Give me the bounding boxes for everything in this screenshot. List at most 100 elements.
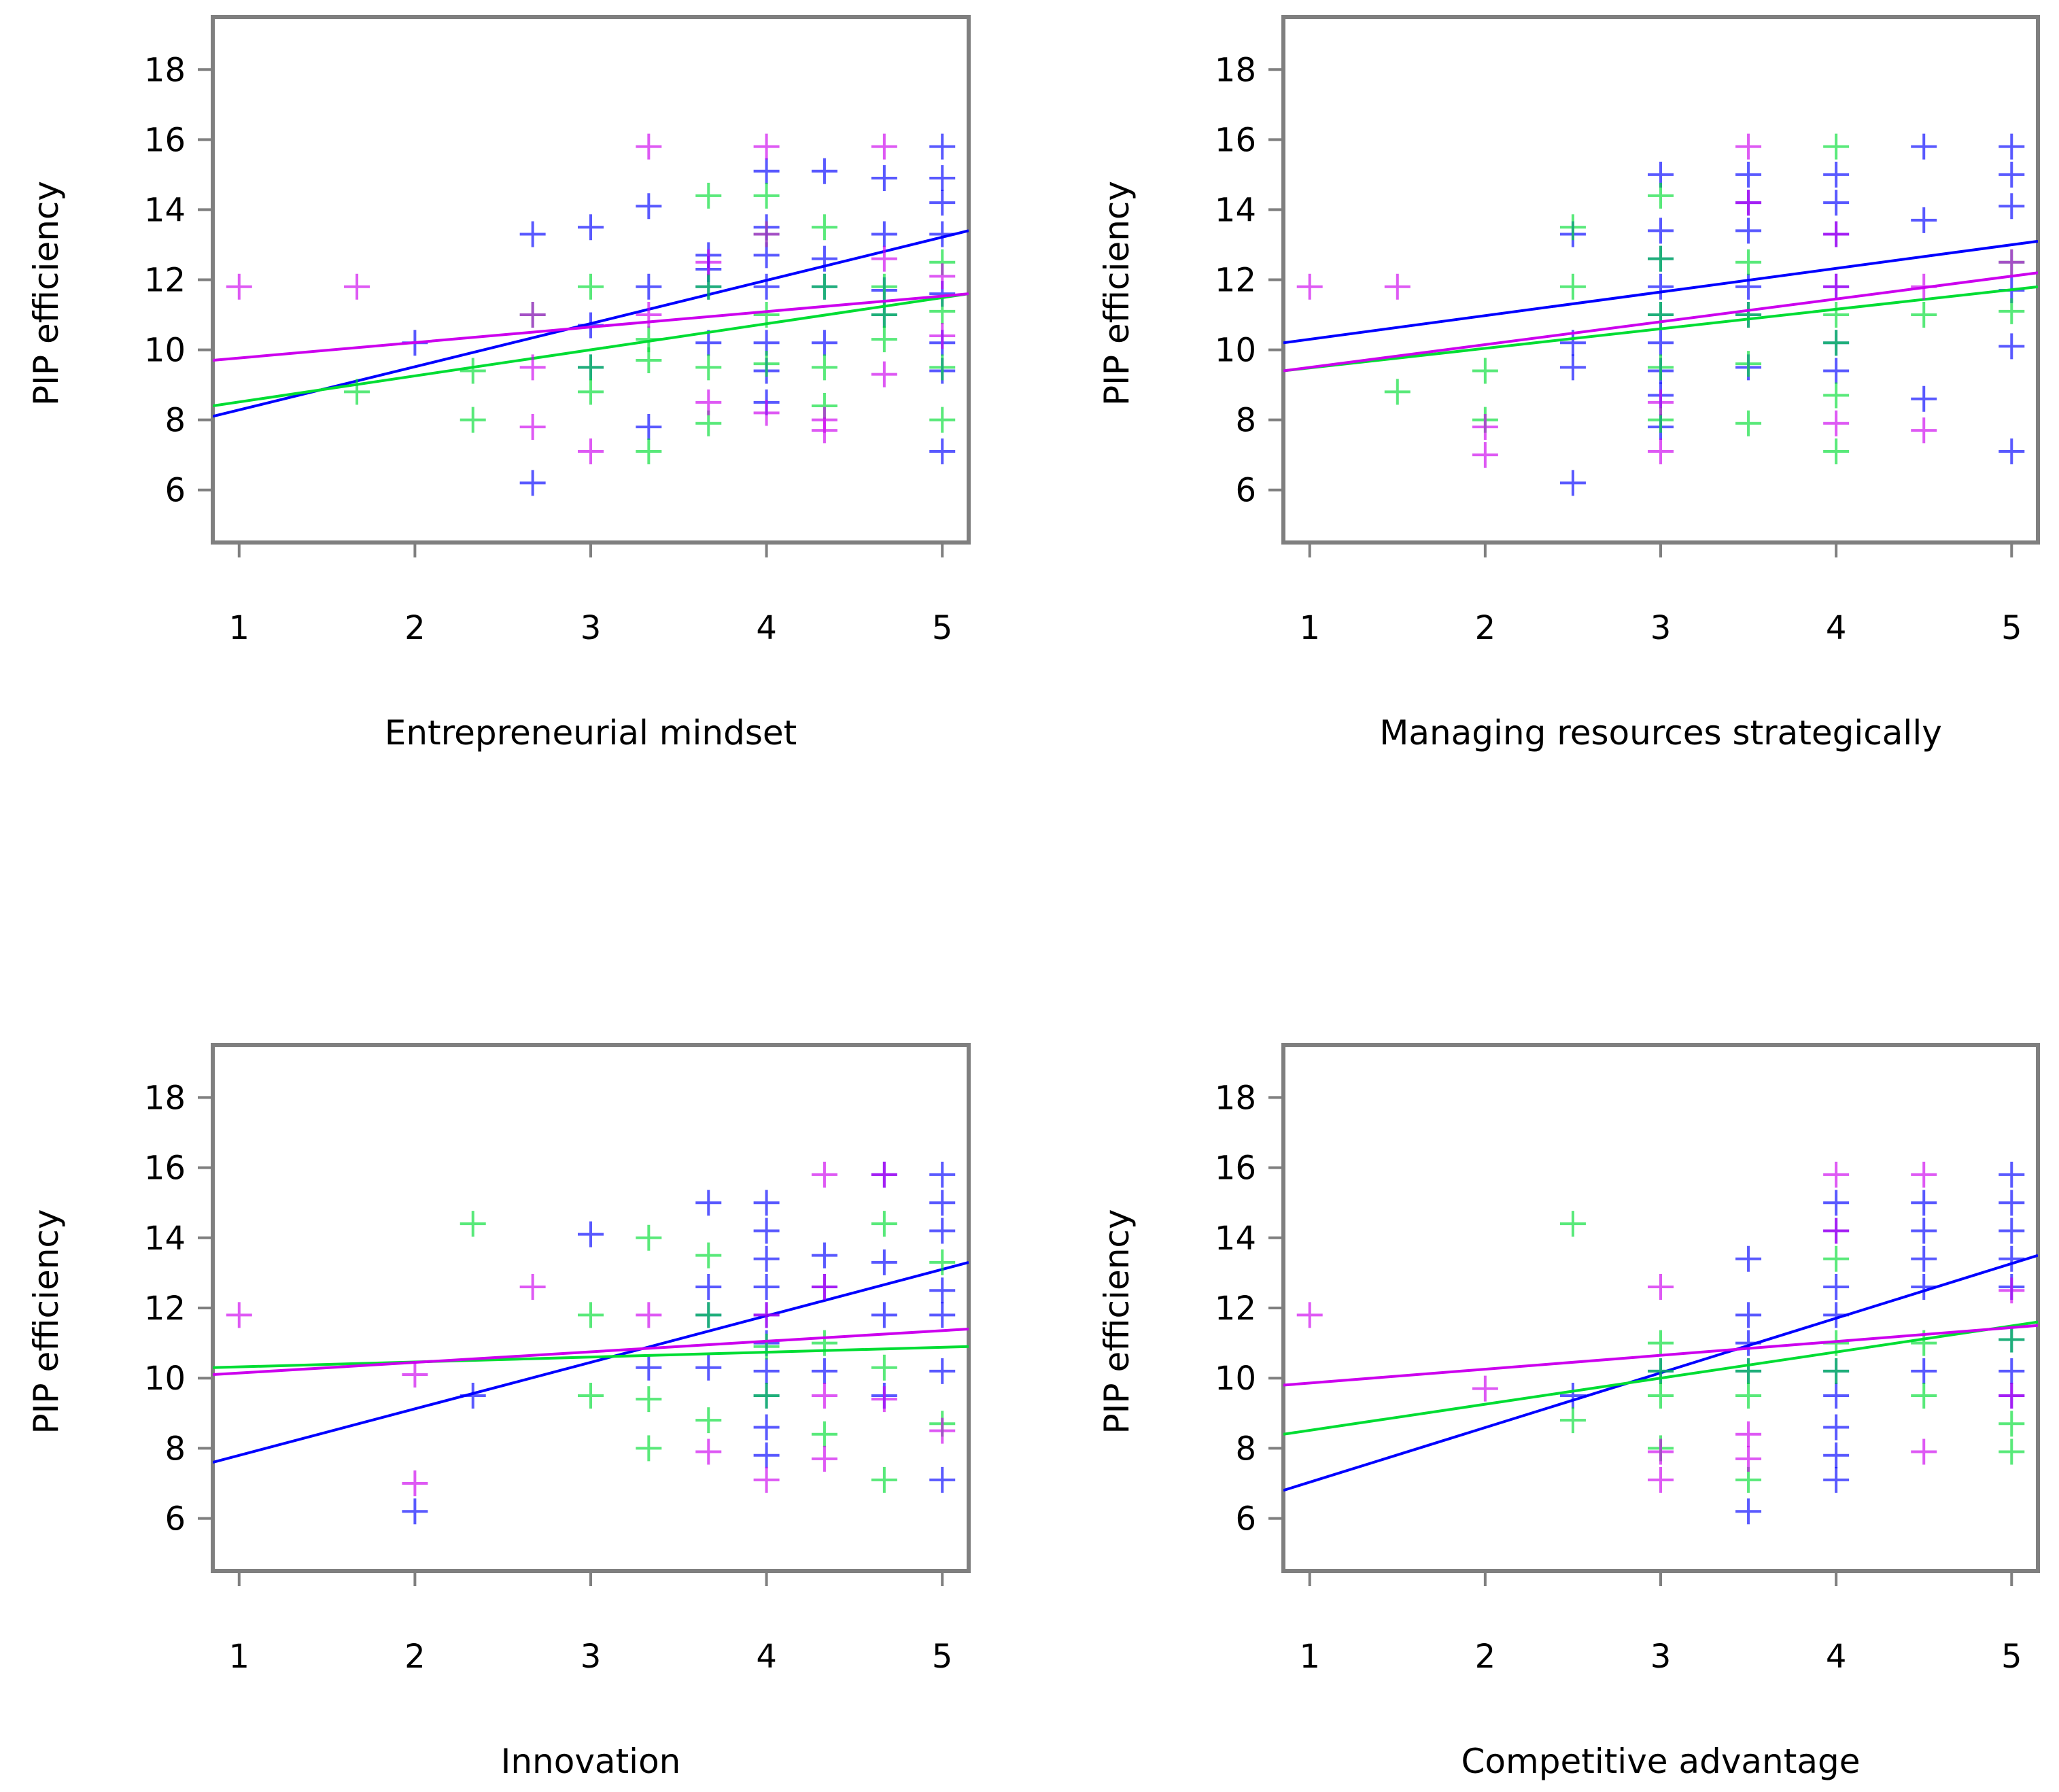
x-tick-label: 5: [932, 1638, 953, 1676]
regression-line: [213, 1345, 969, 1369]
plot-area: [1283, 133, 2038, 496]
data-point-plus-marker: [1823, 1442, 1850, 1468]
data-point-plus-marker: [811, 1383, 837, 1409]
data-point-plus-marker: [1823, 1383, 1850, 1409]
data-point-plus-marker: [1999, 333, 2025, 360]
data-point-plus-marker: [1735, 133, 1762, 160]
data-point-plus-marker: [1648, 1466, 1674, 1493]
y-tick-label: 6: [1235, 472, 1256, 510]
data-point-plus-marker: [753, 1218, 780, 1244]
data-point-plus-marker: [871, 133, 897, 160]
x-tick-label: 5: [932, 609, 953, 647]
data-point-plus-marker: [636, 1224, 662, 1251]
series-magenta: [1283, 133, 2038, 468]
x-tick-label: 2: [404, 1638, 426, 1676]
data-point-plus-marker: [811, 1274, 837, 1300]
data-point-plus-marker: [871, 245, 897, 272]
data-point-plus-marker: [753, 221, 780, 247]
data-point-plus-marker: [753, 1383, 780, 1409]
data-point-plus-marker: [695, 1354, 722, 1381]
series-green: [213, 1211, 969, 1493]
data-point-plus-marker: [1823, 133, 1850, 160]
data-point-plus-marker: [1999, 1411, 2025, 1437]
data-point-plus-marker: [578, 214, 604, 241]
data-point-plus-marker: [929, 1302, 956, 1328]
x-tick-label: 1: [1299, 1638, 1320, 1676]
data-point-plus-marker: [519, 302, 546, 328]
data-point-plus-marker: [871, 1354, 897, 1381]
data-point-plus-marker: [1911, 1218, 1937, 1244]
data-point-plus-marker: [1823, 438, 1850, 465]
data-point-plus-marker: [1823, 190, 1850, 216]
data-point-plus-marker: [1823, 358, 1850, 384]
data-point-plus-marker: [1999, 1358, 2025, 1384]
data-point-plus-marker: [811, 1358, 837, 1384]
y-tick-label: 18: [144, 51, 186, 89]
data-point-plus-marker: [753, 351, 780, 377]
plot-area: [213, 133, 969, 496]
data-point-plus-marker: [636, 1386, 662, 1413]
data-point-plus-marker: [753, 1333, 780, 1360]
data-point-plus-marker: [753, 400, 780, 426]
data-point-plus-marker: [871, 273, 897, 300]
y-tick-label: 12: [144, 1290, 186, 1328]
data-point-plus-marker: [1735, 1383, 1762, 1409]
data-point-plus-marker: [1823, 1245, 1850, 1272]
data-point-plus-marker: [753, 1274, 780, 1300]
data-point-plus-marker: [871, 1161, 897, 1188]
y-tick-label: 16: [1215, 121, 1256, 159]
x-tick-label: 2: [1475, 609, 1496, 647]
data-point-plus-marker: [1559, 1383, 1586, 1409]
regression-line: [213, 292, 969, 407]
data-point-plus-marker: [811, 354, 837, 381]
data-point-plus-marker: [811, 273, 837, 300]
data-point-plus-marker: [636, 133, 662, 160]
data-point-plus-marker: [636, 347, 662, 374]
data-point-plus-marker: [1911, 1358, 1937, 1384]
data-point-plus-marker: [871, 1386, 897, 1413]
regression-line: [213, 229, 969, 418]
data-point-plus-marker: [929, 1190, 956, 1216]
data-point-plus-marker: [402, 1362, 428, 1388]
x-tick-label: 4: [1826, 1638, 1847, 1676]
y-tick-label: 16: [1215, 1150, 1256, 1188]
y-axis-label: PIP efficiency: [1097, 181, 1137, 406]
data-point-plus-marker: [1648, 354, 1674, 381]
y-tick-label: 8: [165, 1430, 186, 1468]
data-point-plus-marker: [1472, 442, 1498, 468]
data-point-plus-marker: [1999, 1438, 2025, 1465]
data-point-plus-marker: [1472, 358, 1498, 384]
series-blue: [213, 1161, 969, 1525]
data-point-plus-marker: [519, 354, 546, 381]
data-point-plus-marker: [811, 417, 837, 444]
data-point-plus-marker: [1559, 354, 1586, 381]
x-tick-label: 5: [2001, 1638, 2022, 1676]
x-tick-label: 1: [229, 609, 250, 647]
data-point-plus-marker: [578, 1302, 604, 1328]
data-point-plus-marker: [1735, 190, 1762, 216]
y-tick-label: 6: [165, 1500, 186, 1538]
data-point-plus-marker: [811, 1445, 837, 1472]
data-point-plus-marker: [753, 1466, 780, 1493]
data-point-plus-marker: [811, 158, 837, 184]
data-point-plus-marker: [578, 273, 604, 300]
data-point-plus-marker: [1999, 298, 2025, 324]
data-point-plus-marker: [1472, 1375, 1498, 1402]
regression-line: [213, 292, 969, 362]
data-point-plus-marker: [929, 1466, 956, 1493]
y-tick-label: 14: [1215, 1220, 1256, 1258]
data-point-plus-marker: [1648, 1438, 1674, 1465]
data-point-plus-marker: [929, 133, 956, 160]
x-tick-label: 3: [1650, 1638, 1672, 1676]
data-point-plus-marker: [1911, 1161, 1937, 1188]
y-tick-label: 18: [1215, 51, 1256, 89]
data-point-plus-marker: [929, 1161, 956, 1188]
data-point-plus-marker: [753, 1190, 780, 1216]
data-point-plus-marker: [753, 158, 780, 184]
data-point-plus-marker: [929, 190, 956, 216]
data-point-plus-marker: [695, 389, 722, 415]
data-point-plus-marker: [695, 1242, 722, 1269]
data-point-plus-marker: [929, 438, 956, 465]
data-point-plus-marker: [578, 354, 604, 381]
